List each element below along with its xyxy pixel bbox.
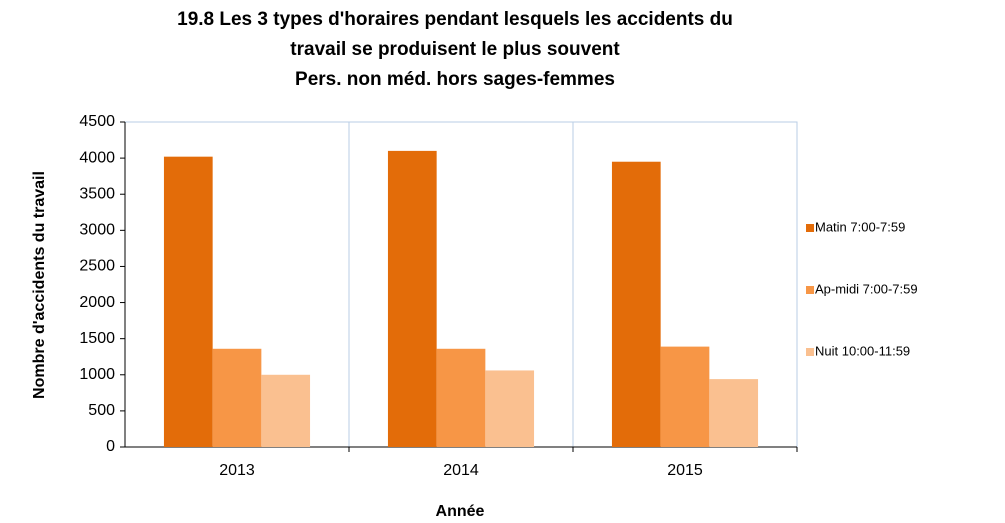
y-axis-label: Nombre d'accidents du travail <box>31 171 48 399</box>
chart-title: travail se produisent le plus souvent <box>290 39 620 60</box>
x-tick-label: 2015 <box>667 462 703 479</box>
bar <box>163 156 213 447</box>
bar <box>387 150 437 447</box>
legend-swatch <box>806 348 814 356</box>
bar <box>212 348 262 447</box>
y-tick-label: 2000 <box>79 294 115 311</box>
y-tick-label: 4000 <box>79 149 115 166</box>
x-tick-label: 2014 <box>443 462 479 479</box>
y-tick-label: 3500 <box>79 185 115 202</box>
x-axis-label: Année <box>436 503 485 520</box>
legend-label: Nuit 10:00-11:59 <box>815 343 910 358</box>
bar <box>436 348 486 447</box>
legend-label: Ap-midi 7:00-7:59 <box>815 281 918 296</box>
y-tick-label: 500 <box>88 402 115 419</box>
bar <box>485 370 535 447</box>
bar <box>660 346 710 447</box>
y-tick-label: 1500 <box>79 330 115 347</box>
chart-subtitle: Pers. non méd. hors sages-femmes <box>295 69 615 90</box>
x-tick-label: 2013 <box>219 462 255 479</box>
chart-title: 19.8 Les 3 types d'horaires pendant lesq… <box>177 9 733 30</box>
y-tick-label: 4500 <box>79 113 115 130</box>
bar <box>709 379 759 447</box>
y-tick-label: 3000 <box>79 222 115 239</box>
legend-label: Matin 7:00-7:59 <box>815 219 905 234</box>
legend-swatch <box>806 286 814 294</box>
bar <box>261 374 311 447</box>
y-tick-label: 1000 <box>79 366 115 383</box>
bar <box>611 161 661 447</box>
legend-swatch <box>806 224 814 232</box>
y-tick-label: 2500 <box>79 258 115 275</box>
y-tick-label: 0 <box>106 438 115 455</box>
